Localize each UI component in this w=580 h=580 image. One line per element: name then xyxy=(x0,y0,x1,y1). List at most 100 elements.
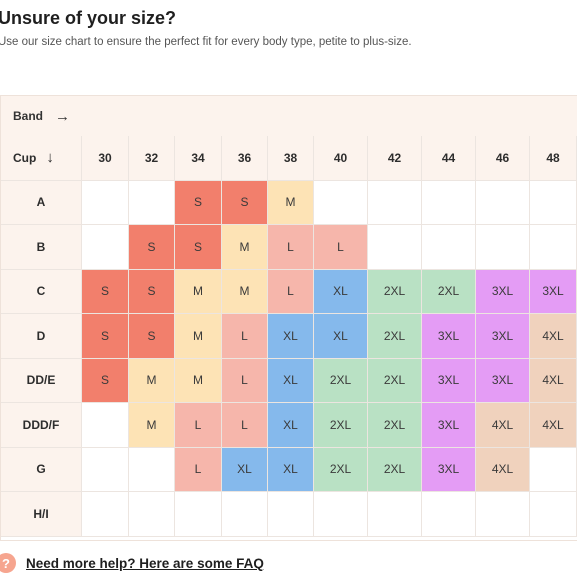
cup-label: Cup xyxy=(13,150,37,165)
cup-row-label: C xyxy=(1,269,82,314)
size-cell: S xyxy=(82,269,129,314)
size-cell: 4XL xyxy=(530,314,577,359)
size-cell xyxy=(476,492,530,537)
band-label-text: Band xyxy=(13,109,43,123)
band-header-cell: 48 xyxy=(530,136,577,181)
size-cell: S xyxy=(129,225,175,270)
size-cell xyxy=(368,492,422,537)
band-header-cell: 32 xyxy=(129,136,175,181)
arrow-down-icon: ↓ xyxy=(46,149,54,167)
help-section[interactable]: ? Need more help? Here are some FAQ xyxy=(0,553,264,573)
size-cell: L xyxy=(268,269,314,314)
size-cell xyxy=(129,447,175,492)
size-cell: 2XL xyxy=(314,358,368,403)
size-cell: 3XL xyxy=(530,269,577,314)
size-cell: 3XL xyxy=(422,403,476,448)
size-cell: 3XL xyxy=(422,314,476,359)
page-subtitle: Use our size chart to ensure the perfect… xyxy=(0,36,412,48)
size-cell xyxy=(82,180,129,225)
size-cell xyxy=(368,225,422,270)
size-cell xyxy=(82,403,129,448)
size-cell xyxy=(422,180,476,225)
band-label: Band → xyxy=(13,108,70,125)
size-cell: 2XL xyxy=(368,358,422,403)
size-cell: M xyxy=(175,269,222,314)
size-cell: 2XL xyxy=(314,447,368,492)
band-header-row: Band → xyxy=(1,96,577,136)
cup-row-label: H/I xyxy=(1,492,82,537)
size-cell: L xyxy=(175,447,222,492)
size-cell xyxy=(222,492,268,537)
size-cell: 3XL xyxy=(422,447,476,492)
size-cell: S xyxy=(175,180,222,225)
size-cell: 4XL xyxy=(530,403,577,448)
size-cell xyxy=(368,180,422,225)
size-cell: S xyxy=(129,314,175,359)
cup-row-label: G xyxy=(1,447,82,492)
size-cell: M xyxy=(268,180,314,225)
band-header-cell: 40 xyxy=(314,136,368,181)
faq-link[interactable]: Need more help? Here are some FAQ xyxy=(26,555,264,571)
size-cell: L xyxy=(222,358,268,403)
size-cell xyxy=(530,180,577,225)
size-cell xyxy=(82,447,129,492)
size-cell xyxy=(82,492,129,537)
band-header-cell: 36 xyxy=(222,136,268,181)
size-chart: Band → Cup ↓ 30 32 34 36 38 40 42 44 46 48 A S S M B S S M L… xyxy=(0,95,577,541)
size-cell: 3XL xyxy=(422,358,476,403)
size-cell: 2XL xyxy=(368,403,422,448)
size-cell: M xyxy=(129,403,175,448)
size-cell xyxy=(530,447,577,492)
size-cell: 2XL xyxy=(368,314,422,359)
size-cell xyxy=(129,492,175,537)
size-cell xyxy=(314,492,368,537)
size-cell: M xyxy=(175,314,222,359)
size-cell: L xyxy=(268,225,314,270)
band-header-cell: 46 xyxy=(476,136,530,181)
question-icon: ? xyxy=(0,553,16,573)
size-cell: M xyxy=(222,269,268,314)
size-cell: L xyxy=(222,314,268,359)
size-cell xyxy=(530,225,577,270)
size-cell: XL xyxy=(222,447,268,492)
size-cell: 4XL xyxy=(530,358,577,403)
size-cell: L xyxy=(314,225,368,270)
size-cell xyxy=(476,225,530,270)
size-cell xyxy=(422,225,476,270)
band-header-cell: 44 xyxy=(422,136,476,181)
size-cell: XL xyxy=(268,358,314,403)
size-cell: M xyxy=(175,358,222,403)
arrow-right-icon: → xyxy=(55,107,70,125)
size-cell xyxy=(422,492,476,537)
cup-row-label: D xyxy=(1,314,82,359)
size-cell: 3XL xyxy=(476,358,530,403)
size-cell xyxy=(175,492,222,537)
size-cell: 4XL xyxy=(476,447,530,492)
size-cell xyxy=(129,180,175,225)
band-header-cell: 34 xyxy=(175,136,222,181)
cup-row-label: DD/E xyxy=(1,358,82,403)
size-cell: S xyxy=(175,225,222,270)
band-header-cell: 30 xyxy=(82,136,129,181)
size-cell: 4XL xyxy=(476,403,530,448)
cup-row-label: DDD/F xyxy=(1,403,82,448)
size-cell xyxy=(82,225,129,270)
size-cell: M xyxy=(129,358,175,403)
cup-row-label: A xyxy=(1,180,82,225)
size-cell: S xyxy=(82,314,129,359)
size-cell: M xyxy=(222,225,268,270)
size-cell xyxy=(268,492,314,537)
size-cell: 3XL xyxy=(476,269,530,314)
size-cell: L xyxy=(175,403,222,448)
size-cell: 2XL xyxy=(314,403,368,448)
size-cell: S xyxy=(82,358,129,403)
cup-row-label: B xyxy=(1,225,82,270)
size-cell: XL xyxy=(314,314,368,359)
size-cell xyxy=(314,180,368,225)
size-cell: XL xyxy=(268,314,314,359)
page-title: Unsure of your size? xyxy=(0,8,177,28)
size-cell: XL xyxy=(268,403,314,448)
size-cell xyxy=(476,180,530,225)
size-cell: 2XL xyxy=(368,447,422,492)
size-cell: S xyxy=(222,180,268,225)
